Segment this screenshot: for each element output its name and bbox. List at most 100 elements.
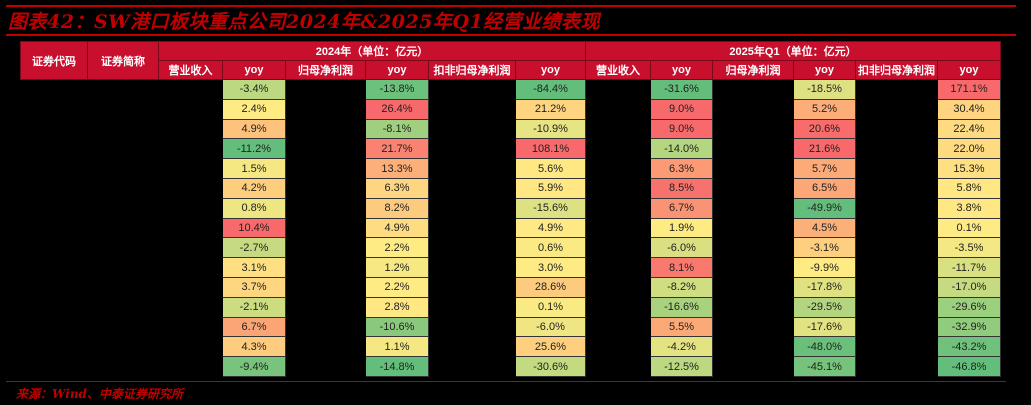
table-row: -9.4% -14.8% -30.6% -12.5% -45.1% -46.8%: [20, 356, 1001, 377]
empty-cell: [285, 296, 366, 318]
yoy-cell-np24-yoy: 2.2%: [365, 237, 429, 259]
empty-cell: [712, 276, 794, 298]
table-row: 1.5% 13.3% 5.6% 6.3% 5.7% 15.3%: [20, 158, 1001, 179]
yoy-cell-rev24-yoy: 4.9%: [222, 118, 286, 140]
empty-cell: [712, 98, 794, 120]
empty-cell: [585, 296, 651, 318]
empty-cell: [158, 79, 223, 100]
figure-title: 图表42：SW港口板块重点公司2024年&2025年Q1经营业绩表现: [8, 11, 601, 33]
empty-cell: [20, 257, 88, 278]
empty-cell: [20, 296, 88, 318]
yoy-cell-dnp24-yoy: 28.6%: [515, 276, 586, 298]
yoy-cell-rev24-yoy: 10.4%: [222, 217, 286, 239]
empty-cell: [855, 217, 938, 239]
table-row: 4.2% 6.3% 5.9% 8.5% 6.5% 5.8%: [20, 177, 1001, 199]
table-row: 4.3% 1.1% 25.6% -4.2% -48.0% -43.2%: [20, 336, 1001, 358]
table-row: 2.4% 26.4% 21.2% 9.0% 5.2% 30.4%: [20, 98, 1001, 120]
table-row: 3.7% 2.2% 28.6% -8.2% -17.8% -17.0%: [20, 276, 1001, 298]
yoy-cell-rev25-yoy: -4.2%: [650, 336, 713, 358]
yoy-cell-np25-yoy: 5.2%: [793, 98, 856, 120]
yoy-cell-rev25-yoy: 9.0%: [650, 118, 713, 140]
empty-cell: [158, 138, 223, 160]
yoy-cell-dnp24-yoy: 5.9%: [515, 177, 586, 199]
empty-cell: [87, 118, 159, 140]
yoy-cell-dnp25-yoy: -29.6%: [937, 296, 1001, 318]
yoy-cell-dnp25-yoy: -46.8%: [937, 356, 1001, 377]
table-row: 4.9% -8.1% -10.9% 9.0% 20.6% 22.4%: [20, 118, 1001, 140]
empty-cell: [855, 118, 938, 140]
empty-cell: [428, 336, 516, 358]
yoy-cell-rev25-yoy: -16.6%: [650, 296, 713, 318]
empty-cell: [585, 98, 651, 120]
header-group-2025q1: 2025年Q1（单位：亿元）: [585, 41, 1001, 61]
table-row: 3.1% 1.2% 3.0% 8.1% -9.9% -11.7%: [20, 257, 1001, 278]
empty-cell: [585, 257, 651, 278]
empty-cell: [87, 237, 159, 259]
yoy-cell-rev25-yoy: -14.0%: [650, 138, 713, 160]
empty-cell: [855, 138, 938, 160]
empty-cell: [428, 276, 516, 298]
table-row: -11.2% 21.7% 108.1% -14.0% 21.6% 22.0%: [20, 138, 1001, 160]
empty-cell: [855, 197, 938, 219]
header-group-2024: 2024年（单位：亿元）: [158, 41, 586, 61]
yoy-cell-dnp25-yoy: 30.4%: [937, 98, 1001, 120]
empty-cell: [87, 79, 159, 100]
empty-cell: [855, 79, 938, 100]
yoy-cell-dnp24-yoy: 25.6%: [515, 336, 586, 358]
yoy-cell-np24-yoy: 13.3%: [365, 158, 429, 179]
empty-cell: [712, 217, 794, 239]
empty-cell: [585, 316, 651, 338]
yoy-cell-dnp25-yoy: 22.0%: [937, 138, 1001, 160]
yoy-cell-np25-yoy: -17.6%: [793, 316, 856, 338]
empty-cell: [585, 177, 651, 199]
yoy-cell-rev25-yoy: -8.2%: [650, 276, 713, 298]
empty-cell: [158, 237, 223, 259]
yoy-cell-dnp25-yoy: -17.0%: [937, 276, 1001, 298]
empty-cell: [855, 316, 938, 338]
empty-cell: [158, 197, 223, 219]
yoy-cell-np24-yoy: 6.3%: [365, 177, 429, 199]
empty-cell: [585, 197, 651, 219]
empty-cell: [855, 296, 938, 318]
yoy-cell-rev24-yoy: 1.5%: [222, 158, 286, 179]
yoy-cell-rev25-yoy: 8.1%: [650, 257, 713, 278]
empty-cell: [855, 336, 938, 358]
yoy-cell-rev25-yoy: 6.3%: [650, 158, 713, 179]
empty-cell: [855, 276, 938, 298]
yoy-cell-rev24-yoy: -9.4%: [222, 356, 286, 377]
yoy-cell-rev25-yoy: 8.5%: [650, 177, 713, 199]
empty-cell: [20, 336, 88, 358]
empty-cell: [428, 98, 516, 120]
table-row: 6.7% -10.6% -6.0% 5.5% -17.6% -32.9%: [20, 316, 1001, 338]
yoy-cell-dnp24-yoy: 5.6%: [515, 158, 586, 179]
empty-cell: [158, 217, 223, 239]
empty-cell: [712, 118, 794, 140]
empty-cell: [20, 158, 88, 179]
empty-cell: [585, 118, 651, 140]
title-top-rule: [6, 5, 1016, 7]
empty-cell: [585, 79, 651, 100]
header-metric: 归母净利润: [712, 60, 794, 80]
yoy-cell-dnp25-yoy: 171.1%: [937, 79, 1001, 100]
yoy-cell-rev24-yoy: 3.1%: [222, 257, 286, 278]
empty-cell: [158, 158, 223, 179]
yoy-cell-np25-yoy: -18.5%: [793, 79, 856, 100]
yoy-cell-dnp25-yoy: -43.2%: [937, 336, 1001, 358]
empty-cell: [585, 356, 651, 377]
source-note: 来源：Wind、中泰证券研究所: [16, 387, 183, 401]
empty-cell: [428, 177, 516, 199]
empty-cell: [285, 79, 366, 100]
empty-cell: [20, 79, 88, 100]
empty-cell: [158, 98, 223, 120]
yoy-cell-np25-yoy: -3.1%: [793, 237, 856, 259]
empty-cell: [20, 197, 88, 219]
yoy-cell-np25-yoy: -17.8%: [793, 276, 856, 298]
yoy-cell-np24-yoy: -14.8%: [365, 356, 429, 377]
empty-cell: [428, 118, 516, 140]
empty-cell: [285, 316, 366, 338]
yoy-cell-rev25-yoy: 1.9%: [650, 217, 713, 239]
empty-cell: [87, 197, 159, 219]
yoy-cell-np25-yoy: 5.7%: [793, 158, 856, 179]
empty-cell: [20, 118, 88, 140]
empty-cell: [855, 257, 938, 278]
